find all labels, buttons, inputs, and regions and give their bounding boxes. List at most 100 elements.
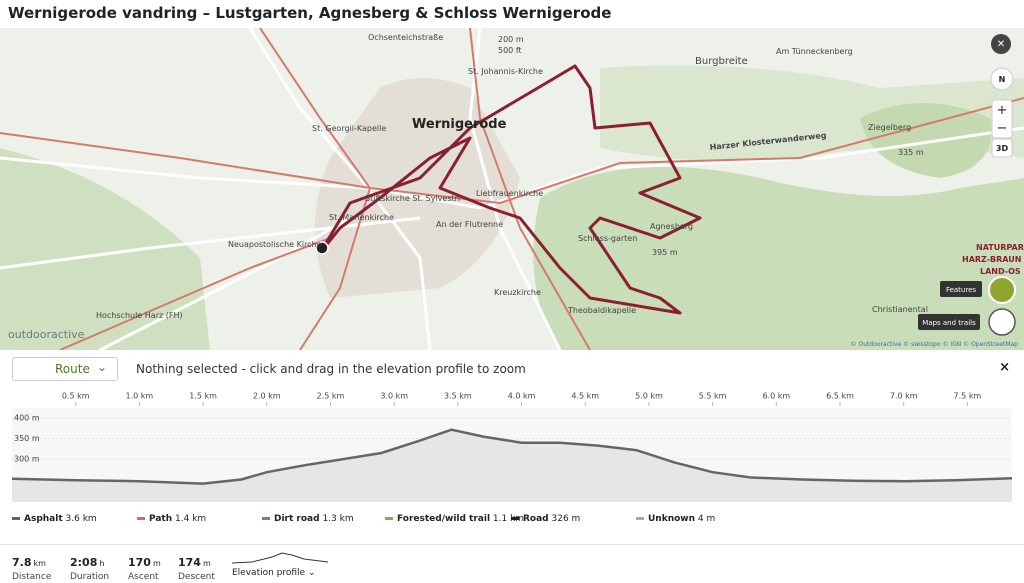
features-button[interactable]: [988, 276, 1016, 304]
stat-unit: m: [202, 559, 211, 568]
stat-value: 174: [178, 556, 201, 569]
compass-label: N: [999, 75, 1006, 84]
zoom-controls: [991, 99, 1013, 139]
start-marker: [315, 241, 329, 255]
place-label: St. Georgii-Kapelle: [312, 124, 386, 133]
stat-label: Descent: [178, 572, 215, 582]
stats-bar: Elevation profile ⌄ 7.8 km Distance 2:08 h Du…: [0, 544, 1024, 583]
profile-toggle-label: Elevation profile ⌄: [232, 568, 316, 578]
stat-label: Duration: [70, 572, 110, 582]
y-tick-label: 350 m: [14, 434, 40, 443]
dropdown-label: Route: [55, 362, 90, 376]
map[interactable]: Wernigerode Burgbreite Ziegelberg 335 m …: [0, 28, 1024, 350]
3d-label: 3D: [996, 144, 1009, 153]
elevation-area: [12, 429, 1012, 502]
surface-legend: Asphalt 3.6 km Path 1.4 km Dirt road 1.3 k…: [0, 514, 1024, 532]
stat-value: 2:08: [70, 556, 98, 569]
elevation-profile[interactable]: 0.5 km 1.0 km 1.5 km 2.0 km 2.5 km 3.0 km 3.5 …: [0, 386, 1024, 508]
main-roads: [0, 28, 1024, 350]
stat-value: 7.8: [12, 556, 32, 569]
stat: 170 m Ascent: [128, 551, 161, 582]
legend-item: Dirt road 1.3 km: [262, 514, 354, 524]
place-label: St. Johannis-Kirche: [468, 67, 543, 76]
place-label: Neuapostolische Kirche: [228, 240, 322, 249]
legend-name: Unknown: [648, 514, 696, 524]
park-label: NATURPARK: [976, 243, 1024, 252]
stat: 7.8 km Distance: [12, 551, 51, 582]
place-label: Ochsenteichstraße: [368, 33, 443, 42]
place-label: Wernigerode: [412, 117, 507, 132]
stat: 2:08 h Duration: [70, 551, 109, 582]
legend-name: Forested/wild trail: [397, 514, 491, 524]
x-tick-label: 5.5 km: [699, 392, 727, 401]
legend-amount: 3.6 km: [65, 514, 97, 524]
x-tick-label: 5.0 km: [635, 392, 663, 401]
x-tick-label: 6.5 km: [826, 392, 854, 401]
stat-label: Distance: [12, 572, 52, 582]
place-label: Am Tünneckenberg: [776, 47, 853, 56]
3d-button[interactable]: [991, 138, 1013, 158]
legend-name: Path: [149, 514, 173, 524]
legend-item: Road 326 m: [511, 514, 580, 524]
place-label: Ziegelberg: [868, 123, 911, 132]
town: [315, 78, 520, 298]
place-label: Hochschule Harz (FH): [96, 311, 183, 320]
profile-toggle[interactable]: Elevation profile ⌄: [231, 551, 329, 578]
legend-amount: 4 m: [697, 514, 716, 524]
legend-item: Asphalt 3.6 km: [12, 514, 97, 524]
close-button[interactable]: [991, 34, 1011, 54]
elevation-line: [11, 428, 1013, 485]
x-tick-label: 2.0 km: [253, 392, 281, 401]
x-tick-label: 0.5 km: [62, 392, 90, 401]
profile-thumbnail: [231, 552, 329, 564]
features-tooltip: [940, 281, 982, 297]
close-profile[interactable]: ×: [999, 360, 1010, 375]
stat-unit: h: [99, 559, 105, 568]
stat-unit: km: [33, 559, 46, 568]
compass[interactable]: [990, 67, 1014, 91]
place-label: Agnesberg: [650, 222, 693, 231]
place-label: St. Marienkirche: [329, 213, 394, 222]
zoom-in[interactable]: +: [997, 103, 1008, 118]
logo: outdooractive: [8, 328, 85, 341]
x-tick-label: 1.0 km: [126, 392, 154, 401]
place-label: 395 m: [652, 248, 678, 257]
place-label: Burgbreite: [695, 56, 748, 67]
place-label: Liebfrauenkirche: [476, 189, 543, 198]
legend-name: Asphalt: [24, 514, 63, 524]
place-label: Kreuzkirche: [494, 288, 541, 297]
park-label: LAND-OS: [980, 267, 1021, 276]
x-tick-label: 4.5 km: [571, 392, 599, 401]
place-label: Christianental: [872, 305, 928, 314]
x-tick-label: 3.5 km: [444, 392, 472, 401]
dropdown-arrow: ⌄: [96, 360, 107, 374]
legend-swatch: [137, 517, 145, 520]
x-tick-label: 7.5 km: [954, 392, 982, 401]
legend-swatch: [636, 517, 644, 520]
maps-tooltip: [918, 314, 980, 330]
hint: Nothing selected - click and drag in the…: [136, 362, 526, 376]
place-label: Stiftskirche St. Sylvestri: [365, 194, 460, 203]
legend-swatch: [262, 517, 270, 520]
roads: [0, 28, 1024, 350]
hill: [860, 103, 992, 178]
route-dropdown[interactable]: Route ⌄: [12, 357, 118, 381]
attribution[interactable]: © Outdooractive © swisstopo © IGN © Open…: [851, 341, 1019, 348]
x-tick-label: 3.0 km: [380, 392, 408, 401]
place-label: Schloss-garten: [578, 234, 637, 243]
x-tick-label: 6.0 km: [762, 392, 790, 401]
features-label: Features: [946, 286, 976, 294]
zoom-out[interactable]: −: [997, 121, 1008, 136]
stat-unit: m: [152, 559, 161, 568]
toolbar: Route ⌄ Nothing selected - click and drag…: [0, 350, 1024, 388]
maps-button[interactable]: [988, 308, 1016, 336]
legend-item: Path 1.4 km: [137, 514, 206, 524]
stat: 174 m Descent: [178, 551, 215, 582]
legend-swatch: [511, 517, 519, 520]
maps-label: Maps and trails: [922, 319, 976, 327]
legend-swatch: [385, 517, 393, 520]
place-label: Theobaldikapelle: [567, 306, 636, 315]
forest: [0, 148, 210, 350]
y-tick-label: 400 m: [14, 414, 40, 423]
